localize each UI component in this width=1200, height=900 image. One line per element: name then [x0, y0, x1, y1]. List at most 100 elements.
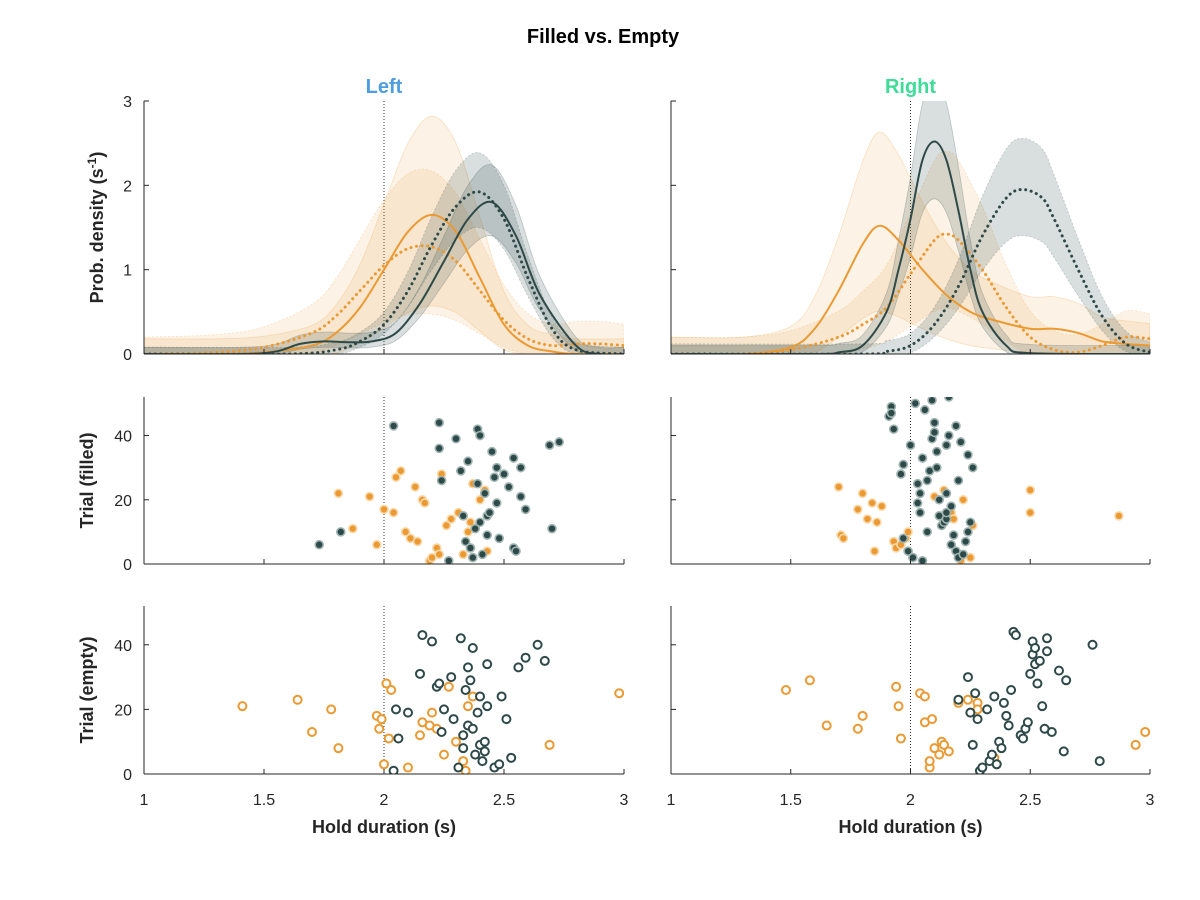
trial-point — [455, 466, 466, 476]
trial-point — [920, 405, 930, 415]
trial-point — [446, 672, 457, 683]
density-band — [144, 168, 624, 354]
y-axis-label-close: ) — [87, 152, 107, 158]
trial-point — [929, 417, 940, 428]
trial-point — [491, 498, 502, 508]
trial-point — [934, 749, 945, 760]
trial-point — [1001, 710, 1012, 721]
trial-point — [453, 762, 464, 773]
trial-point — [898, 459, 909, 470]
trial-point — [886, 408, 897, 418]
trial-point — [932, 446, 942, 457]
trial-point — [951, 421, 961, 431]
trial-point — [960, 536, 971, 547]
trial-point — [515, 491, 526, 502]
trial-point — [919, 691, 930, 702]
empty-left-plot-area — [237, 606, 624, 774]
trial-point — [460, 685, 471, 695]
trial-point — [1042, 646, 1053, 657]
trial-point — [982, 704, 993, 715]
trial-point — [862, 514, 873, 524]
trial-point — [867, 498, 877, 508]
trial-point — [439, 704, 449, 715]
y-tick-label: 20 — [114, 493, 132, 510]
trial-point — [996, 743, 1007, 754]
trial-point — [934, 494, 945, 505]
trial-point — [237, 701, 248, 712]
trial-point — [364, 491, 375, 502]
trial-point — [967, 462, 978, 473]
trial-point — [503, 482, 514, 492]
trial-point — [388, 507, 399, 518]
trial-point — [1025, 507, 1036, 518]
density-band — [144, 164, 624, 354]
density-band — [144, 152, 624, 354]
density-curve-solid — [144, 200, 624, 354]
trial-point — [410, 482, 421, 492]
trial-point — [451, 433, 461, 444]
trial-point — [434, 678, 445, 689]
trial-point — [475, 517, 485, 528]
trial-point — [484, 507, 495, 518]
trial-point — [804, 675, 815, 686]
trial-point — [482, 659, 493, 670]
trial-point — [395, 466, 406, 476]
trial-point — [922, 527, 933, 537]
trial-point — [912, 478, 923, 489]
trial-point — [977, 762, 988, 773]
trial-point — [451, 736, 461, 747]
trial-point — [379, 504, 389, 515]
trial-point — [963, 527, 973, 537]
trial-point — [924, 756, 935, 767]
trial-point — [441, 520, 452, 531]
trial-point — [869, 546, 880, 556]
trial-point — [1094, 756, 1105, 767]
trial-point — [496, 691, 507, 702]
trial-point — [475, 430, 485, 441]
trial-point — [427, 707, 437, 718]
y-axis-label: Prob. density (s-1) — [85, 152, 107, 304]
trial-point — [307, 727, 317, 737]
trial-point — [963, 450, 973, 460]
trial-point — [1003, 720, 1014, 731]
trial-point — [944, 430, 954, 441]
trial-point — [470, 523, 481, 534]
trial-point — [403, 707, 413, 718]
trial-point — [943, 746, 954, 757]
trial-point — [1114, 511, 1124, 521]
trial-point — [475, 691, 485, 702]
trial-point — [903, 527, 913, 537]
trial-point — [1006, 685, 1017, 695]
y-axis-label-text: Prob. density (s — [87, 168, 107, 303]
trial-point — [991, 759, 1002, 770]
trial-point — [482, 701, 493, 712]
trial-point — [939, 739, 950, 750]
trial-point — [915, 507, 925, 518]
trial-point — [821, 720, 832, 731]
trial-point — [929, 427, 940, 438]
trial-point — [896, 469, 906, 479]
trial-point — [335, 527, 346, 537]
trial-point — [838, 533, 849, 544]
trial-point — [458, 756, 469, 767]
trial-point — [479, 746, 490, 757]
trial-point — [501, 714, 512, 725]
trial-point — [520, 504, 531, 515]
trial-point — [419, 498, 430, 508]
trial-point — [833, 482, 844, 492]
trial-point — [903, 546, 913, 556]
trial-point — [1018, 733, 1029, 744]
trial-point — [494, 533, 505, 544]
trial-point — [446, 514, 457, 524]
trial-point — [1032, 678, 1043, 689]
trial-point — [458, 730, 469, 741]
y-tick-label: 20 — [114, 702, 132, 719]
trial-point — [857, 488, 868, 499]
trial-point — [962, 672, 973, 683]
trial-point — [927, 397, 937, 406]
trial-point — [415, 730, 425, 741]
trial-point — [965, 707, 976, 718]
trial-point — [436, 727, 447, 737]
trial-point — [467, 723, 478, 734]
density-curve-dotted — [144, 190, 624, 354]
